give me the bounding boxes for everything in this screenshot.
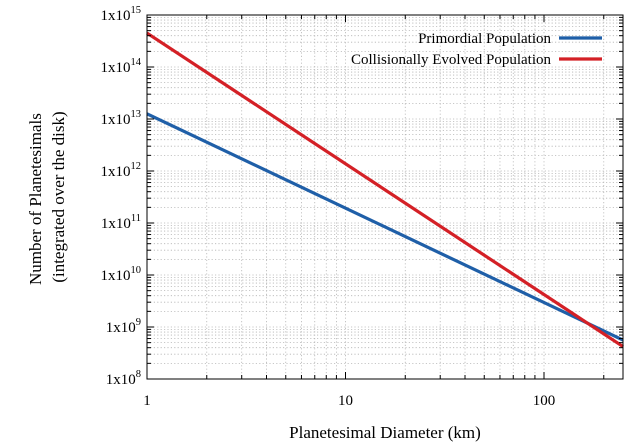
- legend-label-1: Primordial Population: [418, 31, 551, 47]
- plot-frame: [146, 14, 624, 380]
- y-tick-label: 1x1015: [101, 5, 142, 24]
- y-tick-label: 1x1013: [101, 109, 142, 128]
- y-tick-label: 1x109: [106, 317, 141, 336]
- legend-label-2: Collisionally Evolved Population: [351, 52, 551, 68]
- x-tick-label: 10: [338, 393, 353, 409]
- y-axis-title-line-2: (integrated over the disk): [49, 111, 68, 282]
- y-tick-label: 1x1010: [101, 265, 142, 284]
- y-tick-label: 1x108: [106, 369, 141, 388]
- y-axis-title-line-1: Number of Planetesimals: [26, 113, 45, 285]
- series-line-1: [146, 112, 624, 342]
- x-axis-title: Planetesimal Diameter (km): [289, 423, 481, 442]
- series-line-2: [146, 31, 624, 348]
- y-tick-label: 1x1011: [101, 213, 141, 232]
- grid: [147, 15, 623, 379]
- y-tick-label: 1x1014: [101, 57, 142, 76]
- series-lines: [146, 31, 624, 348]
- x-tick-label: 100: [533, 393, 556, 409]
- ticks: 1 10 100 1x108 1x109 1x1010 1x1011 1x1012 1x1013…: [101, 5, 623, 409]
- y-tick-label: 1x1012: [101, 161, 142, 180]
- x-tick-label: 1: [143, 393, 151, 409]
- legend: Primordial Population Collisionally Evolv…: [351, 31, 602, 68]
- y-axis-title: Number of Planetesimals (integrated over…: [26, 109, 68, 285]
